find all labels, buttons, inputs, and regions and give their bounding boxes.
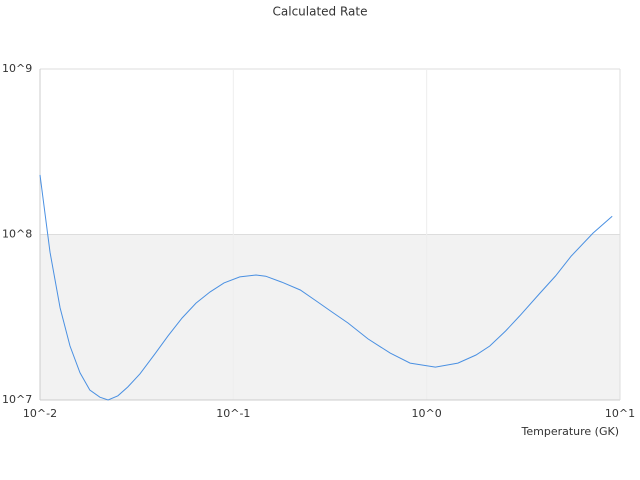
x-tick-label: 10^-1 — [216, 407, 250, 420]
plot-band — [40, 234, 620, 400]
y-tick-label: 10^8 — [2, 228, 32, 241]
y-tick-label: 10^9 — [2, 62, 32, 75]
x-axis-label: Temperature (GK) — [521, 425, 620, 438]
chart-title: Calculated Rate — [273, 5, 368, 19]
y-tick-label: 10^7 — [2, 393, 32, 406]
x-tick-label: 10^0 — [412, 407, 442, 420]
line — [39, 174, 613, 401]
x-tick-label: 10^1 — [605, 407, 635, 420]
x-tick-label: 10^-2 — [23, 407, 57, 420]
